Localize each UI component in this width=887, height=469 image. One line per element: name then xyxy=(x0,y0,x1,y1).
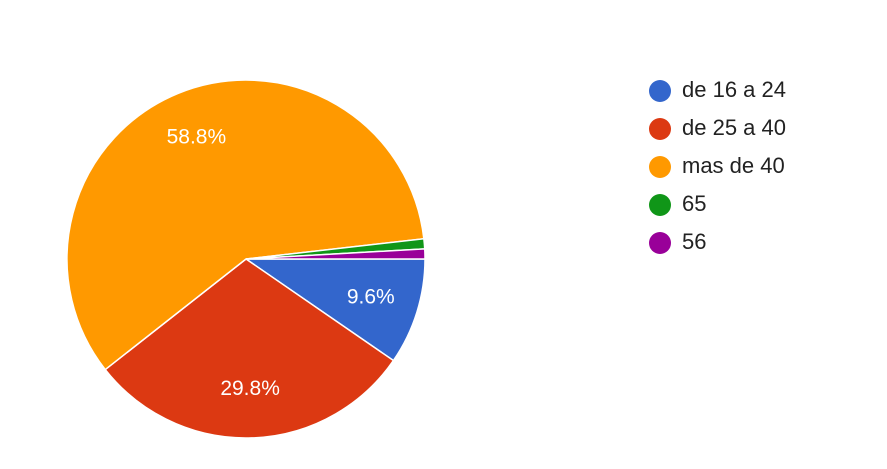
slice-label: 58.8% xyxy=(167,126,227,149)
legend-label: de 25 a 40 xyxy=(682,115,786,140)
legend-marker xyxy=(649,232,671,254)
legend-marker xyxy=(649,118,671,140)
legend-label: de 16 a 24 xyxy=(682,77,786,102)
pie-slice xyxy=(104,258,395,439)
slice-label: 9.6% xyxy=(347,285,395,308)
legend-marker xyxy=(649,80,671,102)
slice-label: 29.8% xyxy=(220,377,280,400)
pie-slice xyxy=(66,79,425,371)
pie-slice xyxy=(243,258,426,362)
pie-slice xyxy=(245,248,426,260)
legend-label: mas de 40 xyxy=(682,153,785,178)
legend-label: 65 xyxy=(682,191,706,216)
legend-marker xyxy=(649,156,671,178)
legend-label: 56 xyxy=(682,229,706,254)
legend-marker xyxy=(649,194,671,216)
